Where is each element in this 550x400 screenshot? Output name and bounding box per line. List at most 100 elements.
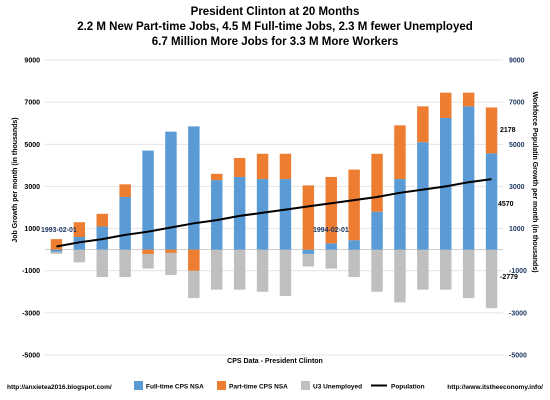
annotation-parttime-last: 2178 [500,127,516,134]
bar-parttime [165,249,177,253]
bar-parttime [394,125,406,180]
y-tick-left: -5000 [22,353,40,360]
bar-parttime [233,157,246,177]
annotation-fulltime-last: 4570 [498,201,514,208]
y-tick-right: 5000 [509,142,525,149]
legend-label-unemployed: U3 Unemployed [313,384,362,391]
footer-left-url: http://anxietea2016.blogspot.com/ [7,384,112,391]
legend: Full-time CPS NSA Part-time CPS NSA U3 U… [134,381,425,391]
bar-fulltime [50,249,63,252]
bar-fulltime [325,243,337,250]
bar-u3-unemployed [119,249,131,278]
y-tick-right: 7000 [509,100,525,107]
legend-label-population: Population [391,384,425,391]
bar-parttime [96,213,108,227]
bar-u3-unemployed [279,249,292,296]
bar-fulltime [279,179,292,250]
bar-parttime [485,107,498,154]
bar-u3-unemployed [233,249,246,290]
legend-swatch-fulltime [134,381,143,390]
bar-fulltime [165,131,177,250]
y-tick-left: 7000 [24,100,40,107]
bar-parttime [211,173,223,181]
bar-parttime [417,106,429,143]
x-axis-title: CPS Data - President Clinton [227,358,323,365]
bar-fulltime [348,240,360,250]
bar-u3-unemployed [371,249,383,292]
bar-parttime [142,249,154,254]
bar-fulltime [188,126,200,250]
y-tick-right: 3000 [509,184,525,191]
bar-fulltime [440,117,452,250]
bar-parttime [73,222,86,237]
bar-parttime [371,153,383,212]
y-tick-left: -1000 [22,268,40,275]
bar-fulltime [394,179,406,250]
y-tick-right: -3000 [509,310,527,317]
bar-parttime [348,169,360,241]
bar-fulltime [142,150,154,250]
bar-u3-unemployed [188,249,200,299]
annotation-start-date: 1993-02-01 [41,227,77,234]
bar-u3-unemployed [142,249,154,269]
bar-u3-unemployed [394,249,406,303]
legend-swatch-unemployed [301,381,310,390]
y-tick-right: 1000 [509,226,525,233]
tick-labels: 9000 9000 7000 7000 5000 5000 3000 3000 1000 1000… [22,58,527,360]
y-tick-left: -3000 [22,310,40,317]
bar-parttime [279,153,292,180]
chart-title-line-1: President Clinton at 20 Months [191,6,360,18]
y-axis-right-title: Workforce Populatin Growth per month (in… [531,91,538,272]
bar-fulltime [371,211,383,250]
bar-parttime [50,239,63,250]
y-tick-right: -5000 [509,353,527,360]
bar-u3-unemployed [348,249,360,278]
bar-fulltime [96,226,108,250]
y-tick-left: 1000 [24,226,40,233]
bar-fulltime [119,196,131,250]
population-line [56,178,492,248]
bar-u3-unemployed [325,249,337,269]
bar-u3-unemployed [485,249,498,309]
bar-parttime [188,249,200,271]
bar-parttime [325,176,337,244]
chart-title-line-2: 2.2 M New Part-time Jobs, 4.5 M Full-tim… [77,21,473,33]
bar-parttime [256,153,269,180]
annotation-unemployed-last: -2779 [500,274,518,281]
bar-parttime [119,184,131,197]
y-axis-left-title: Job Growth per month (in thousands) [12,117,19,242]
bars-layer [50,92,498,309]
y-tick-right: -1000 [509,268,527,275]
bar-u3-unemployed [417,249,429,290]
footer-right-url: http://www.itstheeconomy.info/ [447,384,543,391]
y-tick-left: 3000 [24,184,40,191]
bar-parttime [440,92,452,118]
bar-fulltime [233,176,246,250]
bar-fulltime [462,106,475,250]
bar-u3-unemployed [302,249,315,267]
bar-fulltime [485,153,498,250]
bar-u3-unemployed [96,249,108,278]
bar-parttime [462,92,475,107]
bar-u3-unemployed [165,249,177,275]
y-tick-left: 5000 [24,142,40,149]
bar-fulltime [256,179,269,250]
annotation-mid-date: 1994-02-01 [313,227,349,234]
legend-label-fulltime: Full-time CPS NSA [146,384,204,391]
y-tick-right: 9000 [509,58,525,65]
chart-title-line-3: 6.7 Million More Jobs for 3.3 M More Wor… [152,36,398,48]
bar-u3-unemployed [73,249,86,263]
y-tick-left: 9000 [24,58,40,65]
bar-u3-unemployed [462,249,475,299]
bar-u3-unemployed [256,249,269,292]
bar-fulltime [211,180,223,250]
bar-parttime [302,185,315,250]
bar-u3-unemployed [440,249,452,290]
bar-u3-unemployed [211,249,223,290]
bar-fulltime [417,142,429,250]
bar-fulltime [73,237,86,250]
bar-fulltime [302,249,315,254]
legend-label-parttime: Part-time CPS NSA [229,384,288,391]
